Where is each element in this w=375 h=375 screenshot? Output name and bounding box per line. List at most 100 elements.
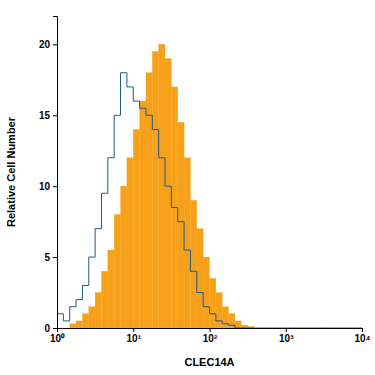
histogram-step <box>254 328 260 329</box>
histogram-step <box>133 87 139 101</box>
x-tick-mark <box>286 328 287 332</box>
histogram-bar <box>349 328 355 329</box>
histogram-bar <box>82 314 88 328</box>
y-tick-label: 10 <box>39 181 51 192</box>
histogram-bar <box>140 101 146 328</box>
plot-area: 10⁰10¹10²10³10⁴05101520 <box>39 17 371 345</box>
chart: 10⁰10¹10²10³10⁴05101520CLEC14ARelative C… <box>0 0 375 375</box>
histogram-bar <box>184 158 190 328</box>
histogram-step <box>356 328 362 329</box>
histogram-bar <box>210 278 216 328</box>
histogram-bar <box>305 328 311 329</box>
histogram-bar <box>127 158 133 328</box>
y-tick-label: 15 <box>39 110 51 121</box>
x-axis-line <box>58 329 363 333</box>
histogram-bar <box>203 257 209 328</box>
histogram-step <box>159 129 165 157</box>
histogram-bar <box>70 324 76 328</box>
histogram-step <box>146 108 152 115</box>
histogram-bar <box>298 328 304 329</box>
histogram-bar <box>89 307 95 328</box>
histogram-bar <box>356 328 362 329</box>
histogram-bar <box>101 271 107 328</box>
x-tick-label: 10² <box>203 333 218 344</box>
x-tick-label: 10¹ <box>127 333 142 344</box>
histogram-step <box>203 293 209 307</box>
x-tick: 10³ <box>279 328 294 344</box>
histogram-step <box>222 321 228 324</box>
series-1 <box>57 73 362 328</box>
histogram-bar <box>108 250 114 328</box>
histogram-step <box>273 328 279 329</box>
histogram-step <box>197 271 203 292</box>
histogram-step <box>190 250 196 271</box>
histogram-step <box>330 328 336 329</box>
histogram-bar <box>171 87 177 328</box>
histogram-step <box>229 324 235 325</box>
x-tick-mark <box>210 328 211 332</box>
histogram-step <box>89 257 95 285</box>
histogram-bar <box>330 328 336 329</box>
y-tick-mark <box>53 328 57 329</box>
y-tick-mark <box>53 115 57 116</box>
histogram-step <box>101 193 107 228</box>
y-axis-title: Relative Cell Number <box>5 116 17 227</box>
x-tick: 10¹ <box>127 328 142 344</box>
histogram-step <box>165 158 171 186</box>
histogram-bar <box>343 328 349 329</box>
histogram-bar <box>197 229 203 328</box>
histogram-step <box>178 207 184 221</box>
histogram-step <box>337 328 343 329</box>
histogram-step <box>286 328 292 329</box>
histogram-step <box>241 328 247 329</box>
x-tick: 10² <box>203 328 218 344</box>
histogram-bar <box>159 44 165 328</box>
y-tick: 15 <box>39 110 57 121</box>
histogram-step <box>324 328 330 329</box>
histogram-step <box>76 300 82 307</box>
histogram-bar <box>63 328 69 329</box>
histogram-bar <box>241 325 247 328</box>
histogram-step <box>343 328 349 329</box>
histogram-bar <box>324 328 330 329</box>
y-tick-mark <box>53 257 57 258</box>
histogram-step <box>140 101 146 108</box>
histogram-step <box>95 229 101 257</box>
histogram-step <box>184 222 190 250</box>
histogram-step <box>82 285 88 299</box>
histogram-step <box>235 325 241 328</box>
x-tick-label: 10³ <box>279 333 294 344</box>
histogram-step <box>216 314 222 321</box>
histogram-bar <box>248 327 254 328</box>
histogram-step <box>260 328 266 329</box>
x-tick-label: 10⁰ <box>50 333 65 344</box>
histogram-bar <box>95 293 101 328</box>
histogram-bar <box>190 200 196 328</box>
y-axis: 05101520 <box>39 17 58 334</box>
y-tick-mark <box>53 186 57 187</box>
histogram-bar <box>286 328 292 329</box>
histogram-bar <box>273 328 279 329</box>
histogram-bar <box>254 328 260 329</box>
histogram-bar <box>267 328 273 329</box>
histogram-step <box>349 328 355 329</box>
histogram-bar <box>178 122 184 328</box>
histogram-step <box>210 307 216 314</box>
y-tick: 0 <box>44 323 57 334</box>
y-tick: 20 <box>39 39 57 50</box>
histogram-bar <box>165 59 171 328</box>
histogram-step <box>318 328 324 329</box>
data-layer <box>57 44 362 328</box>
y-tick-mark <box>53 44 57 45</box>
histogram-step <box>121 73 127 116</box>
histogram-step <box>108 158 114 193</box>
histogram-step <box>298 328 304 329</box>
histogram-bar <box>121 186 127 328</box>
histogram-bar <box>229 314 235 328</box>
y-tick-label: 0 <box>44 323 50 334</box>
histogram-bar <box>318 328 324 329</box>
histogram-step <box>63 314 69 321</box>
histogram-bar <box>279 328 285 329</box>
histogram-step <box>70 307 76 321</box>
histogram-step <box>114 115 120 158</box>
